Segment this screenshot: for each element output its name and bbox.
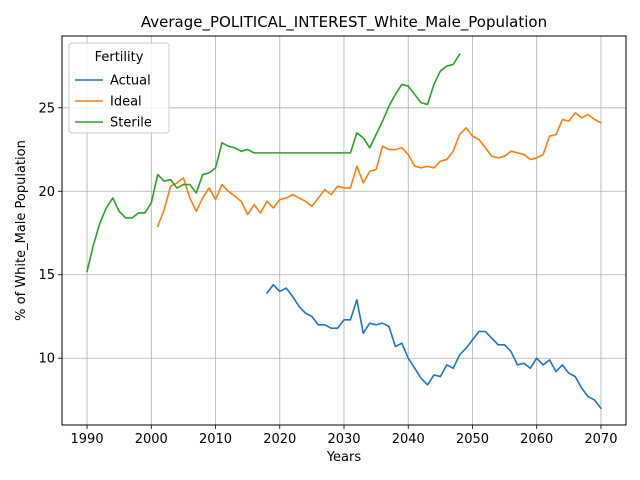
x-tick-label: 2030: [327, 432, 360, 447]
x-tick-label: 2070: [584, 432, 617, 447]
chart-title: Average_POLITICAL_INTEREST_White_Male_Po…: [141, 13, 547, 32]
axis-ticks: 1990 2000 2010 2020 2030 2040 2050 2060 2070 10 15…: [38, 101, 617, 447]
y-tick-label: 15: [38, 268, 55, 283]
x-tick-label: 2000: [135, 432, 168, 447]
y-tick-label: 10: [38, 352, 55, 367]
legend: Fertility Actual Ideal Sterile: [68, 42, 170, 134]
series-line-sterile: [86, 53, 461, 273]
x-tick-label: 2020: [263, 432, 296, 447]
legend-label: Actual: [110, 74, 151, 89]
legend-entry-ideal: Ideal: [75, 95, 142, 110]
series-layer: [86, 53, 603, 410]
legend-title: Fertility: [95, 50, 144, 65]
y-axis-title: % of White_Male Population: [14, 140, 29, 321]
legend-box: [68, 42, 170, 134]
y-tick-label: 25: [38, 101, 55, 116]
x-axis-title: Years: [326, 450, 362, 465]
legend-entry-actual: Actual: [75, 74, 151, 89]
legend-label: Sterile: [110, 116, 152, 131]
x-tick-label: 2010: [199, 432, 232, 447]
y-tick-label: 20: [38, 185, 55, 200]
grid: [62, 36, 626, 425]
x-tick-label: 2060: [520, 432, 553, 447]
x-tick-label: 2040: [392, 432, 425, 447]
legend-entry-sterile: Sterile: [75, 116, 152, 131]
legend-label: Ideal: [110, 95, 142, 110]
series-line-ideal: [156, 112, 603, 228]
x-tick-label: 1990: [71, 432, 104, 447]
legend-entries: Actual Ideal Sterile: [75, 74, 152, 131]
x-tick-label: 2050: [456, 432, 489, 447]
series-line-actual: [265, 283, 603, 410]
